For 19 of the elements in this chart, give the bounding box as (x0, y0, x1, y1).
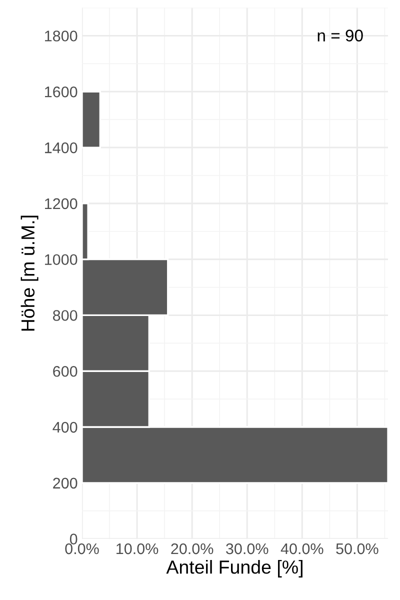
y-tick-label: 0 (70, 534, 78, 544)
x-tick-label: 30.0% (226, 543, 268, 554)
y-tick-label: 1200 (45, 198, 78, 210)
annotation: n = 90 (318, 30, 363, 42)
y-axis-title: Höhe [m ü.M.] (20, 216, 38, 331)
y-tick-label: 800 (53, 310, 78, 321)
y-tick-label: 1400 (45, 142, 78, 154)
x-axis-title: Anteil Funde [%] (166, 560, 302, 578)
y-tick-label: 1800 (45, 30, 78, 42)
x-tick-label: 50.0% (336, 543, 378, 554)
y-tick-label: 200 (53, 478, 78, 489)
x-tick-label: 20.0% (171, 543, 214, 554)
y-tick-label: 600 (53, 366, 78, 377)
x-tick-label: 0.0% (65, 543, 99, 554)
y-tick-label: 1600 (45, 86, 78, 98)
x-tick-label: 40.0% (280, 543, 324, 554)
y-tick-label: 400 (52, 422, 78, 433)
y-tick-label: 1000 (45, 254, 78, 266)
x-tick-label: 10.0% (116, 543, 158, 554)
